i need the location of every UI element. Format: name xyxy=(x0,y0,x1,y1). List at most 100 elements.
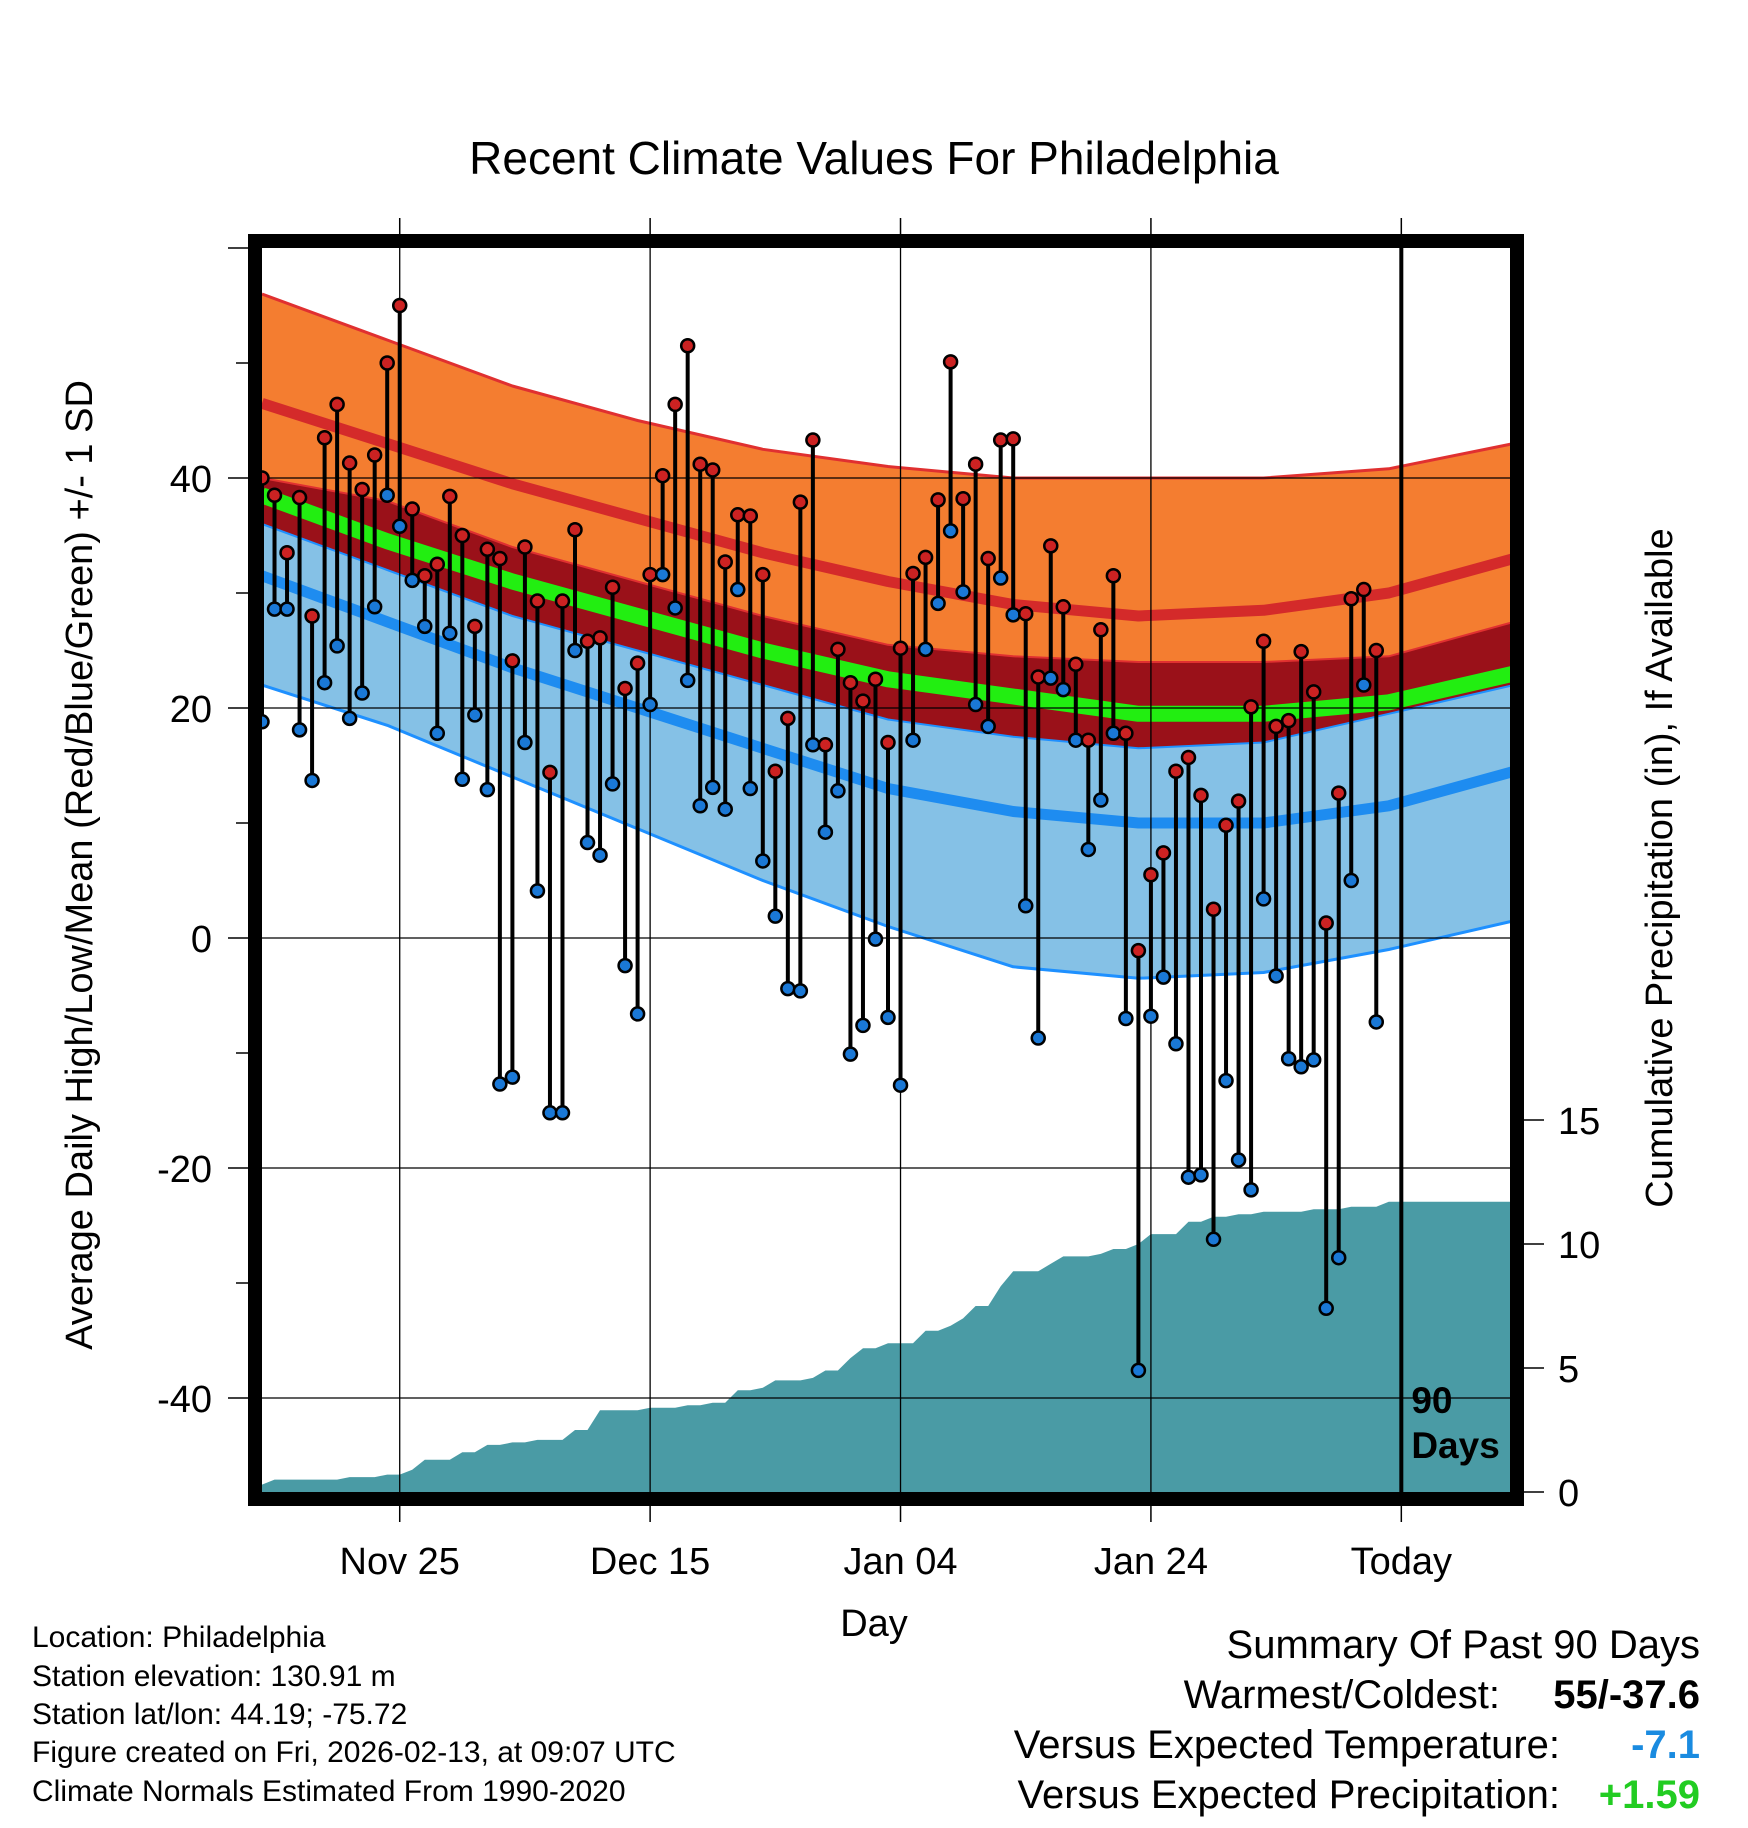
daily-high-point xyxy=(604,579,621,595)
daily-high-point xyxy=(1017,605,1034,622)
mean-sd-band xyxy=(262,478,1510,749)
x-axis-label: Day xyxy=(840,1603,908,1645)
y-axis-label: Average Daily High/Low/Mean (Red/Blue/Gr… xyxy=(59,380,101,1350)
cumulative-precipitation-area xyxy=(262,1201,1510,1492)
daily-low-point xyxy=(917,641,934,658)
daily-low-point xyxy=(391,518,408,535)
daily-low-point xyxy=(842,1046,859,1062)
daily-low-point xyxy=(592,847,608,863)
daily-high-point xyxy=(554,593,571,609)
daily-high-point xyxy=(354,481,370,498)
daily-high-point xyxy=(366,447,383,463)
created-text: Figure created on Fri, 2026-02-13, at 09… xyxy=(32,1736,676,1769)
latlon-text: Station lat/lon: 44.19; -75.72 xyxy=(32,1698,408,1731)
daily-low-point xyxy=(341,710,358,727)
daily-high-point xyxy=(329,396,345,413)
daily-high-point xyxy=(755,566,771,583)
daily-high-point xyxy=(542,764,558,781)
daily-low-point xyxy=(1105,725,1122,742)
normal-high-line xyxy=(262,398,1510,622)
daily-high-point xyxy=(1043,538,1059,554)
daily-high-point xyxy=(442,488,458,505)
daily-low-point xyxy=(1155,969,1172,985)
daily-low-point xyxy=(1043,670,1059,686)
daily-low-point xyxy=(817,824,834,840)
daily-low-point xyxy=(667,600,683,616)
daily-high-point xyxy=(1280,712,1297,729)
daily-low-point xyxy=(554,1105,571,1121)
daily-low-point xyxy=(805,737,821,753)
y-tick-label: -20 xyxy=(157,1149,212,1191)
daily-high-point xyxy=(579,633,596,650)
daily-low-point xyxy=(679,672,696,689)
daily-low-point xyxy=(1305,1052,1322,1068)
daily-low-point xyxy=(517,734,533,751)
low-plus-sd-line xyxy=(262,523,1510,750)
daily-high-point xyxy=(379,355,395,371)
daily-low-point xyxy=(1356,677,1372,693)
daily-low-point xyxy=(479,781,496,798)
daily-high-point xyxy=(429,556,446,572)
daily-low-point xyxy=(1243,1182,1259,1198)
summary-title: Summary Of Past 90 Days xyxy=(1226,1623,1700,1667)
daily-low-point xyxy=(492,1076,508,1092)
daily-high-point xyxy=(504,653,521,669)
x-tick-label: Jan 04 xyxy=(843,1541,957,1583)
daily-low-point xyxy=(304,772,320,789)
daily-low-point xyxy=(617,957,633,974)
daily-high-point xyxy=(830,641,846,658)
daily-high-point xyxy=(792,494,809,510)
daily-low-point xyxy=(354,685,370,701)
high-minus-sd-line xyxy=(262,477,1510,663)
daily-high-point xyxy=(930,492,946,508)
daily-low-point xyxy=(1193,1167,1209,1183)
daily-low-point xyxy=(855,1017,871,1034)
precipitation-anomaly-value: +1.59 xyxy=(1598,1773,1700,1817)
elevation-text: Station elevation: 130.91 m xyxy=(32,1660,396,1693)
daily-low-point xyxy=(1118,1010,1134,1027)
daily-low-point xyxy=(579,834,596,851)
daily-high-point xyxy=(1356,581,1372,598)
daily-low-point xyxy=(629,1006,646,1022)
daily-low-point xyxy=(755,853,771,869)
daily-high-point xyxy=(1068,656,1084,673)
daily-low-point xyxy=(992,570,1009,586)
daily-high-point xyxy=(592,630,608,646)
daily-high-point xyxy=(905,565,921,582)
daily-low-point xyxy=(930,595,946,612)
daily-high-point xyxy=(642,566,658,583)
axes: Nov 25 Dec 15 Jan 04 Jan 24 Today 40 20 0 -20 -40… xyxy=(157,218,1600,1583)
daily-low-point xyxy=(329,638,345,654)
daily-high-point xyxy=(679,338,696,354)
warmest-coldest-value: 55/-37.6 xyxy=(1553,1673,1700,1717)
daily-low-point xyxy=(1280,1051,1297,1067)
daily-low-point xyxy=(780,980,796,997)
daily-high-point xyxy=(880,734,896,751)
daily-low-point xyxy=(1093,792,1109,808)
daily-low-point xyxy=(692,798,708,814)
daily-low-point xyxy=(1268,968,1284,984)
daily-low-point xyxy=(504,1069,521,1085)
daily-high-point xyxy=(992,432,1009,448)
daily-high-point xyxy=(1143,867,1159,883)
daily-high-point xyxy=(855,693,871,709)
normal-mean-line xyxy=(262,487,1510,722)
daily-high-point xyxy=(1268,718,1284,735)
daily-high-point xyxy=(654,467,671,484)
daily-low-point xyxy=(442,625,458,641)
precipitation-area xyxy=(262,1201,1510,1492)
daily-high-point xyxy=(1305,684,1322,700)
high-plus-sd-line xyxy=(262,292,1510,480)
daily-high-point xyxy=(1218,817,1234,834)
summary-precipitation: Versus Expected Precipitation: +1.59 xyxy=(1017,1772,1700,1818)
daily-high-point xyxy=(1193,787,1209,804)
daily-high-point xyxy=(692,456,708,472)
daily-high-point xyxy=(767,763,784,779)
daily-low-point xyxy=(880,1009,896,1026)
daily-low-point xyxy=(1080,841,1097,858)
daily-low-point xyxy=(967,696,984,713)
daily-low-point xyxy=(1017,898,1034,914)
y-tick-label: 20 xyxy=(170,689,212,731)
daily-high-point xyxy=(1243,699,1259,715)
daily-low-point xyxy=(567,642,583,659)
